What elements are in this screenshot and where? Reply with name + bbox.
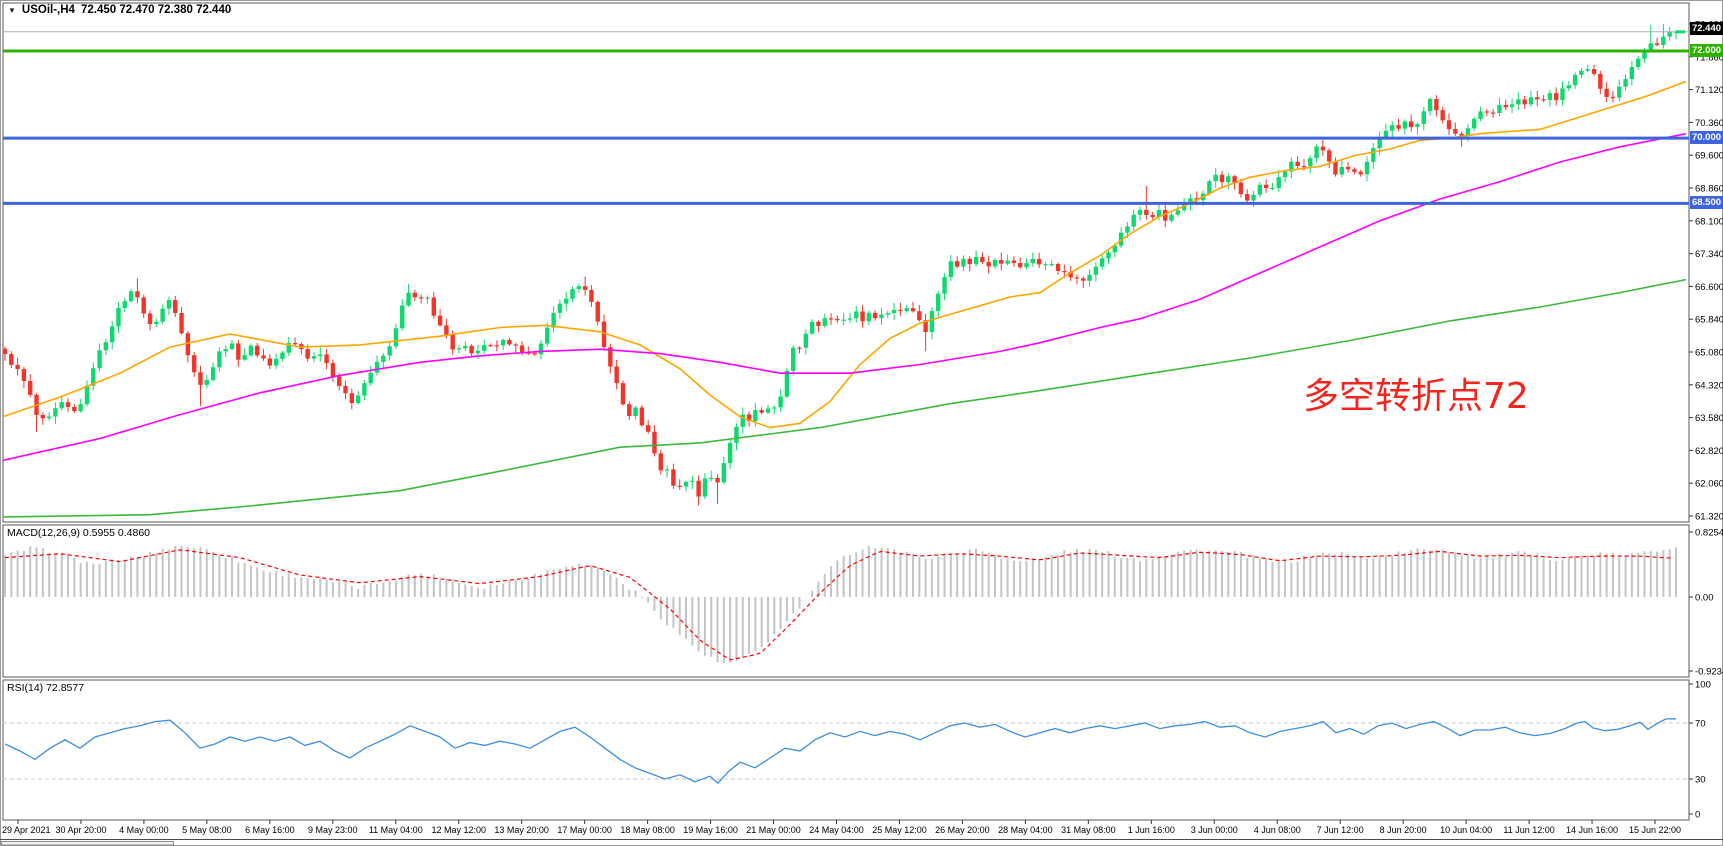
price-axis-label: 68.860 [1695,184,1723,195]
blue-line-upper-price-badge: 70.000 [1690,131,1723,144]
time-axis-label: 25 May 12:00 [872,825,927,835]
price-axis-label: 68.100 [1695,216,1723,227]
time-axis-label: 3 Jun 00:00 [1191,825,1238,835]
macd-axis-label: 0.8254 [1695,528,1723,539]
chart-text-annotation: 多空转折点72 [1303,376,1529,417]
price-axis-label: 63.580 [1695,413,1723,424]
macd-indicator-label: MACD(12,26,9) 0.5955 0.4860 [7,527,151,539]
time-axis-label: 18 May 08:00 [620,825,675,835]
time-axis-label: 24 May 04:00 [809,825,864,835]
time-axis-label: 8 Jun 20:00 [1380,825,1427,835]
price-axis-label: 71.860 [1695,52,1723,63]
macd-axis-label: -0.9234 [1695,667,1723,678]
price-axis: 72.62071.86071.12070.36069.60068.86068.1… [1689,20,1723,523]
macd-panel: 0.8254 0.00 -0.9234 [4,528,1723,678]
rsi-line [4,718,1677,785]
time-axis-label: 26 May 20:00 [935,825,990,835]
rsi-panel: 100 70 30 0 [3,680,1711,821]
time-axis-label: 30 Apr 20:00 [55,825,106,835]
time-axis: 29 Apr 2021 30 Apr 20:00 4 May 00:00 5 May … [2,820,1681,835]
ma-mid-magenta [2,132,1687,462]
price-axis-label: 65.840 [1695,315,1723,326]
price-axis-label: 65.080 [1695,348,1723,359]
horizontal-lines [3,30,1689,205]
bid-price-badge: 72.440 [1690,22,1723,35]
candlesticks [2,24,1679,506]
time-axis-label: 9 May 23:00 [308,825,358,835]
time-axis-label: 14 Jun 16:00 [1566,825,1618,835]
symbol-label: USOil-,H4 [21,4,75,16]
time-axis-label: 4 May 00:00 [119,825,169,835]
price-axis-label: 69.600 [1695,151,1723,162]
price-axis-label: 64.320 [1695,380,1723,391]
time-axis-label: 28 May 04:00 [998,825,1053,835]
time-axis-label: 10 Jun 04:00 [1440,825,1492,835]
last-price-marker [1676,30,1685,34]
time-axis-label: 11 Jun 12:00 [1503,825,1554,835]
macd-signal-line [4,549,1674,661]
price-axis-label: 67.340 [1695,249,1723,260]
rsi-axis-label: 100 [1695,680,1711,691]
time-axis-label: 21 May 00:00 [746,825,801,835]
time-axis-label: 13 May 20:00 [494,825,549,835]
time-axis-label: 17 May 00:00 [557,825,612,835]
time-axis-label: 6 May 16:00 [245,825,295,835]
time-axis-label: 15 Jun 22:00 [1629,825,1681,835]
macd-axis-label: 0.00 [1695,593,1714,604]
rsi-axis-label: 0 [1695,810,1700,821]
price-axis-label: 62.820 [1695,446,1723,457]
time-axis-label: 5 May 08:00 [182,825,232,835]
ma-slow-green [2,278,1687,518]
rsi-axis-label: 30 [1695,775,1706,786]
price-axis-label: 66.600 [1695,282,1723,293]
symbol-dropdown-icon[interactable]: ▼ [8,5,16,15]
time-axis-label: 12 May 12:00 [431,825,486,835]
time-axis-label: 7 Jun 12:00 [1317,825,1364,835]
price-axis-label: 71.120 [1695,85,1723,96]
rsi-axis-label: 70 [1695,719,1706,730]
green-line-price-badge: 72.000 [1690,44,1723,57]
time-axis-label: 31 May 08:00 [1061,825,1116,835]
price-axis-label: 61.320 [1695,512,1723,523]
chart-title: ▼ USOil-,H4 72.450 72.470 72.380 72.440 [8,4,231,16]
blue-line-lower-price-badge: 68.500 [1690,196,1723,209]
rsi-indicator-label: RSI(14) 72.8577 [7,682,85,694]
time-axis-label: 1 Jun 16:00 [1128,825,1175,835]
time-axis-label: 11 May 04:00 [369,825,423,835]
time-axis-label: 19 May 16:00 [683,825,738,835]
price-axis-label: 62.060 [1695,479,1723,490]
price-axis-label: 70.360 [1695,118,1723,129]
time-axis-label: 29 Apr 2021 [2,825,51,835]
ohlc-values: 72.450 72.470 72.380 72.440 [80,4,232,16]
time-axis-label: 4 Jun 08:00 [1254,825,1301,835]
